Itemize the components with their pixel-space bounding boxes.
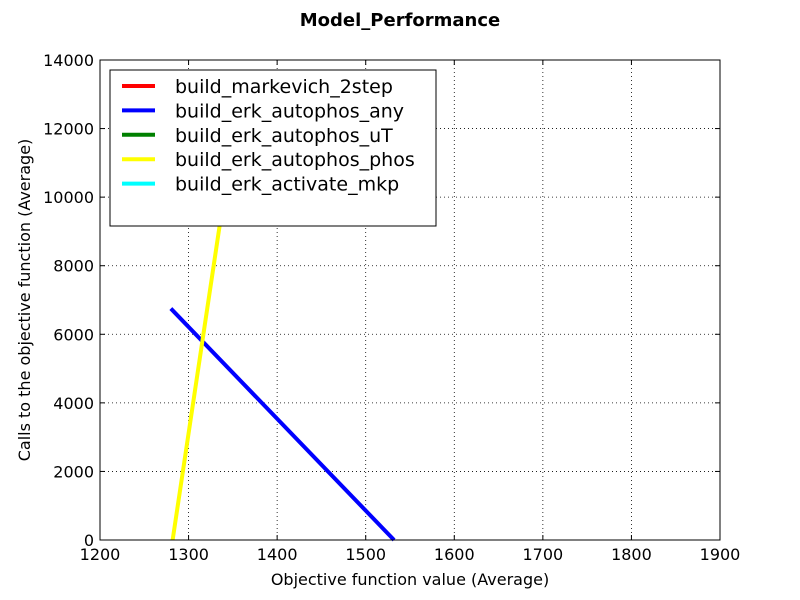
x-tick-label: 1300 bbox=[168, 545, 209, 564]
series-line-build-erk-autophos-phos bbox=[170, 213, 224, 541]
y-tick-label: 14000 bbox=[43, 51, 94, 70]
tick-labels: 1200 1300 1400 1500 1600 1700 1800 1900 0 2000 400… bbox=[43, 51, 740, 564]
x-tick-label: 1600 bbox=[434, 545, 475, 564]
legend-label: build_markevich_2step bbox=[175, 76, 393, 98]
legend-label: build_erk_activate_mkp bbox=[175, 174, 399, 196]
y-tick-label: 12000 bbox=[43, 120, 94, 139]
x-tick-label: 1200 bbox=[80, 545, 121, 564]
y-tick-label: 8000 bbox=[53, 257, 94, 276]
legend-box bbox=[109, 69, 437, 227]
series-line-build-erk-autophos-any bbox=[169, 307, 396, 542]
x-tick-label: 1900 bbox=[700, 545, 741, 564]
legend-label: build_erk_autophos_phos bbox=[175, 149, 415, 171]
x-tick-label: 1400 bbox=[257, 545, 298, 564]
ticks bbox=[99, 59, 721, 541]
x-tick-label: 1800 bbox=[611, 545, 652, 564]
x-tick-label: 1500 bbox=[345, 545, 386, 564]
y-tick-label: 10000 bbox=[43, 188, 94, 207]
x-axis-label: Objective function value (Average) bbox=[271, 570, 549, 589]
legend-label: build_erk_autophos_any bbox=[175, 100, 404, 122]
chart-title: Model_Performance bbox=[300, 10, 501, 31]
y-tick-label: 4000 bbox=[53, 394, 94, 413]
legend: build_markevich_2stepbuild_erk_autophos_… bbox=[109, 69, 437, 227]
y-tick-label: 0 bbox=[84, 531, 94, 550]
plot-lines bbox=[169, 213, 396, 542]
y-axis-label: Calls to the objective function (Average… bbox=[15, 139, 34, 462]
plot-frame bbox=[99, 59, 721, 541]
y-tick-label: 6000 bbox=[53, 325, 94, 344]
x-tick-label: 1700 bbox=[522, 545, 563, 564]
legend-label: build_erk_autophos_uT bbox=[175, 125, 393, 147]
y-tick-label: 2000 bbox=[53, 462, 94, 481]
